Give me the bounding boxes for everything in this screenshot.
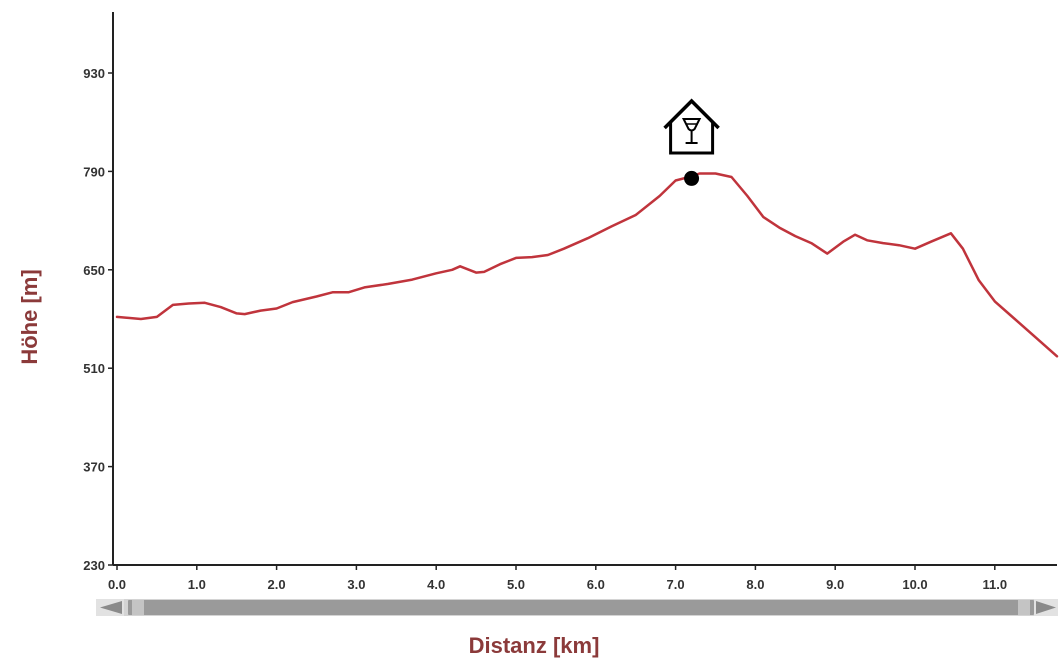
y-tick-labels: 230 370 510 650 790 930 xyxy=(83,66,113,573)
x-tick-label: 11.0 xyxy=(983,577,1008,592)
x-tick-label: 10.0 xyxy=(902,577,927,592)
arrow-left-icon xyxy=(100,601,122,614)
y-tick-label: 510 xyxy=(83,361,105,376)
thumb-grip-left[interactable] xyxy=(132,600,144,615)
series-group xyxy=(115,172,1059,358)
y-tick-label: 650 xyxy=(83,263,105,278)
x-tick-label: 0.0 xyxy=(108,577,126,592)
scrollbar-thumb[interactable] xyxy=(128,600,1034,615)
x-tick-label: 9.0 xyxy=(826,577,844,592)
y-tick-label: 930 xyxy=(83,66,105,81)
current-position-dot[interactable] xyxy=(684,170,700,186)
elevation-line xyxy=(115,172,1059,358)
thumb-grip-right[interactable] xyxy=(1018,600,1030,615)
x-tick-label: 7.0 xyxy=(667,577,685,592)
y-tick-label: 230 xyxy=(83,558,105,573)
x-tick-label: 5.0 xyxy=(507,577,525,592)
x-tick-label: 3.0 xyxy=(347,577,365,592)
x-tick-label: 4.0 xyxy=(427,577,445,592)
x-tick-labels: 0.0 1.0 2.0 3.0 4.0 5.0 6.0 7.0 8.0 9.0 10.0 11.0 xyxy=(108,565,1007,592)
x-tick-label: 2.0 xyxy=(268,577,286,592)
horizontal-scrollbar[interactable] xyxy=(96,599,1058,616)
poi-group xyxy=(663,98,720,155)
x-tick-label: 8.0 xyxy=(746,577,764,592)
scroll-left-button[interactable] xyxy=(96,599,124,616)
y-tick-label: 370 xyxy=(83,460,105,475)
x-axis-title: Distanz [km] xyxy=(469,633,600,658)
y-tick-label: 790 xyxy=(83,164,105,179)
x-tick-label: 6.0 xyxy=(587,577,605,592)
y-axis-title: Höhe [m] xyxy=(17,269,42,364)
restaurant-hut-icon[interactable] xyxy=(663,98,720,155)
scroll-right-button[interactable] xyxy=(1034,599,1058,616)
x-tick-label: 1.0 xyxy=(188,577,206,592)
arrow-right-icon xyxy=(1036,601,1056,614)
marker-group xyxy=(684,170,700,186)
